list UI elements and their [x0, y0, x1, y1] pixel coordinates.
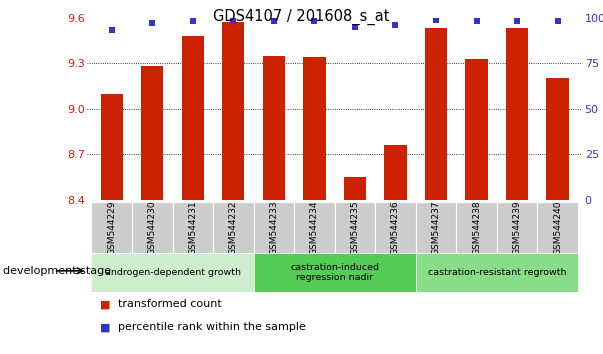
Text: GSM544229: GSM544229: [107, 200, 116, 255]
Text: GSM544237: GSM544237: [432, 200, 440, 255]
Text: ■: ■: [99, 299, 110, 309]
Bar: [456, 202, 497, 253]
Bar: [466, 59, 488, 200]
Bar: [101, 94, 123, 200]
Bar: [182, 36, 204, 200]
Bar: [141, 66, 163, 200]
Text: castration-resistant regrowth: castration-resistant regrowth: [428, 268, 566, 277]
Bar: [303, 57, 326, 200]
Bar: [335, 202, 375, 253]
Text: percentile rank within the sample: percentile rank within the sample: [118, 322, 306, 332]
Text: androgen-dependent growth: androgen-dependent growth: [104, 268, 241, 277]
Text: GSM544235: GSM544235: [350, 200, 359, 255]
Text: GSM544234: GSM544234: [310, 200, 319, 255]
Bar: [254, 253, 415, 292]
Text: GSM544236: GSM544236: [391, 200, 400, 255]
Bar: [415, 253, 578, 292]
Text: transformed count: transformed count: [118, 299, 221, 309]
Bar: [213, 202, 254, 253]
Text: GSM544230: GSM544230: [148, 200, 157, 255]
Text: GSM544233: GSM544233: [270, 200, 279, 255]
Text: GSM544231: GSM544231: [188, 200, 197, 255]
Bar: [92, 253, 254, 292]
Bar: [263, 56, 285, 200]
Text: GSM544232: GSM544232: [229, 200, 238, 255]
Text: development stage: development stage: [3, 266, 111, 276]
Bar: [415, 202, 456, 253]
Bar: [546, 79, 569, 200]
Text: castration-induced
regression nadir: castration-induced regression nadir: [290, 263, 379, 282]
Bar: [172, 202, 213, 253]
Bar: [132, 202, 172, 253]
Bar: [425, 28, 447, 200]
Text: ■: ■: [99, 322, 110, 332]
Bar: [294, 202, 335, 253]
Bar: [506, 28, 528, 200]
Bar: [344, 177, 366, 200]
Bar: [384, 145, 406, 200]
Bar: [254, 202, 294, 253]
Bar: [497, 202, 537, 253]
Text: GDS4107 / 201608_s_at: GDS4107 / 201608_s_at: [213, 9, 390, 25]
Bar: [92, 202, 132, 253]
Text: GSM544239: GSM544239: [513, 200, 522, 255]
Text: GSM544238: GSM544238: [472, 200, 481, 255]
Bar: [375, 202, 415, 253]
Bar: [222, 22, 244, 200]
Bar: [537, 202, 578, 253]
Text: GSM544240: GSM544240: [553, 200, 562, 255]
